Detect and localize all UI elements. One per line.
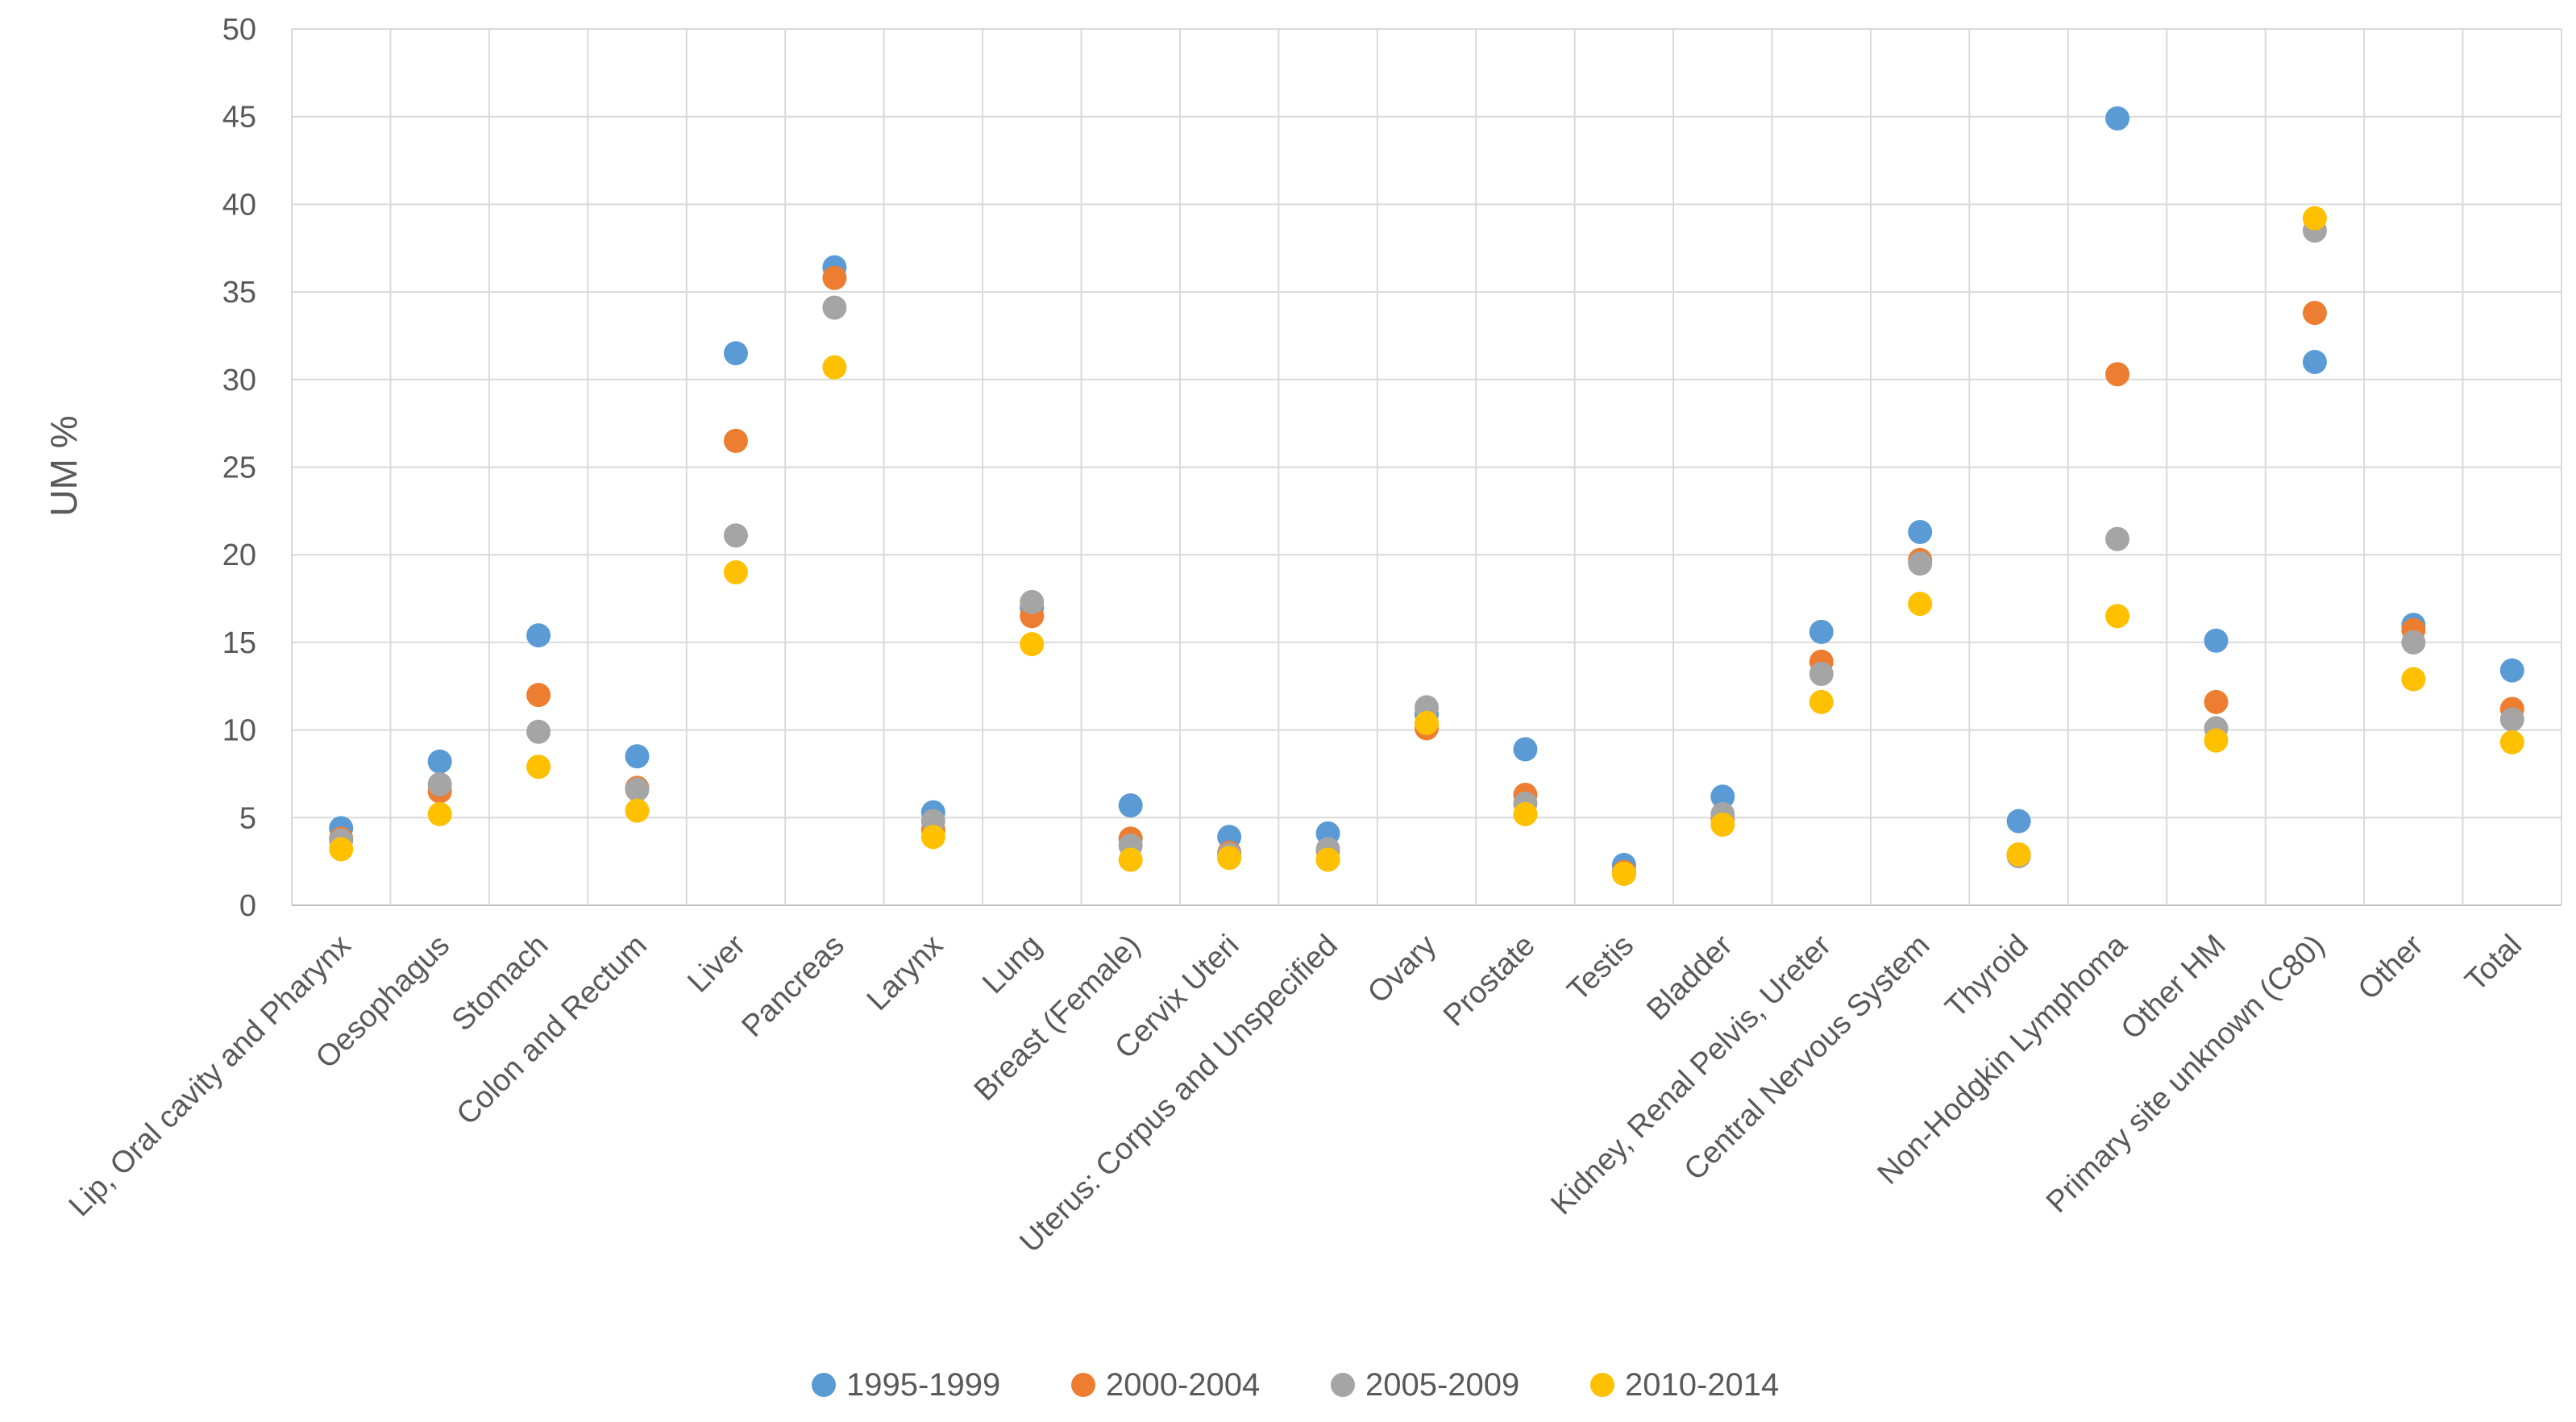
- y-tick-label: 40: [222, 188, 256, 222]
- legend: 1995-1999 2000-2004 2005-2009 2010-2014: [812, 1367, 1779, 1403]
- data-point: [2105, 362, 2130, 387]
- data-point: [723, 559, 748, 584]
- data-point: [427, 771, 452, 796]
- data-point: [2204, 728, 2229, 753]
- x-tick-label: Other: [2352, 928, 2430, 1006]
- data-point: [920, 825, 945, 850]
- data-point: [329, 837, 354, 862]
- data-point: [526, 719, 551, 744]
- data-point: [1809, 619, 1834, 644]
- y-tick-label: 10: [222, 714, 256, 748]
- data-point: [822, 295, 847, 320]
- data-point: [1415, 710, 1439, 735]
- data-point: [2105, 106, 2130, 131]
- data-point: [2499, 658, 2524, 683]
- legend-marker: [1071, 1373, 1095, 1397]
- series-2005-2009: [329, 218, 2524, 886]
- x-tick-label: Pancreas: [736, 929, 851, 1044]
- x-tick-label: Prostate: [1437, 929, 1542, 1033]
- x-tick-label: Breast (Female): [968, 929, 1147, 1108]
- y-tick-label: 50: [222, 13, 256, 47]
- data-point: [2204, 689, 2229, 714]
- data-point: [723, 428, 748, 453]
- legend-label: 2010-2014: [1625, 1367, 1779, 1403]
- legend-marker: [812, 1373, 836, 1397]
- data-point: [526, 755, 551, 780]
- data-point: [1908, 592, 1933, 617]
- data-point: [2105, 604, 2130, 629]
- x-tick-label: Lip, Oral cavity and Pharynx: [63, 929, 358, 1224]
- data-point: [427, 749, 452, 774]
- data-point: [1908, 551, 1933, 576]
- data-point: [526, 683, 551, 708]
- x-tick-label: Lung: [976, 929, 1048, 1000]
- x-tick-label: Ovary: [1361, 929, 1443, 1010]
- y-tick-label: 35: [222, 276, 256, 310]
- data-point: [1118, 847, 1143, 872]
- x-tick-label: Testis: [1561, 929, 1640, 1008]
- y-axis-label: UM %: [43, 415, 85, 516]
- y-tick-label: 15: [222, 626, 256, 660]
- data-point: [1710, 784, 1735, 809]
- grid-lines: [291, 28, 2562, 906]
- series-2000-2004: [329, 265, 2524, 884]
- data-point: [1020, 589, 1045, 614]
- data-point: [2302, 350, 2327, 375]
- legend-label: 1995-1999: [846, 1367, 1000, 1403]
- legend-marker: [1590, 1373, 1614, 1397]
- legend-label: 2005-2009: [1365, 1367, 1519, 1403]
- x-tick-label: Total: [2459, 929, 2528, 998]
- data-point: [526, 623, 551, 648]
- data-points: [329, 106, 2524, 886]
- data-point: [1513, 801, 1538, 826]
- y-tick-label: 5: [239, 801, 256, 835]
- data-point: [2204, 628, 2229, 653]
- data-point: [1118, 793, 1143, 818]
- data-point: [625, 777, 650, 802]
- data-point: [427, 801, 452, 826]
- data-point: [2302, 206, 2327, 231]
- x-axis-tick-labels: Lip, Oral cavity and PharynxOesophagusSt…: [63, 928, 2528, 1259]
- y-tick-label: 45: [222, 101, 256, 135]
- data-point: [625, 744, 650, 769]
- data-point: [723, 341, 748, 366]
- data-point: [2401, 667, 2426, 692]
- data-point: [2401, 630, 2426, 655]
- y-tick-label: 0: [239, 889, 256, 923]
- y-axis-ticks: 0 5 10 15 20 25 30 35 40 45 50: [222, 13, 256, 923]
- y-tick-label: 25: [222, 451, 256, 485]
- data-point: [1020, 632, 1045, 657]
- data-point: [1809, 689, 1834, 714]
- data-point: [2302, 301, 2327, 326]
- series-1995-1999: [329, 106, 2524, 877]
- data-point: [2006, 842, 2031, 867]
- x-tick-label: Thyroid: [1939, 929, 2035, 1025]
- data-point: [822, 265, 847, 290]
- x-tick-label: Bladder: [1640, 928, 1739, 1027]
- x-tick-label: Colon and Rectum: [451, 929, 654, 1132]
- data-point: [1513, 737, 1538, 762]
- data-point: [2499, 707, 2524, 732]
- data-point: [723, 523, 748, 548]
- y-tick-label: 30: [222, 364, 256, 397]
- data-point: [1315, 847, 1340, 872]
- data-point: [1217, 846, 1242, 871]
- x-tick-label: Larynx: [861, 929, 949, 1017]
- data-point: [1611, 861, 1636, 886]
- data-point: [625, 798, 650, 823]
- data-point: [2499, 730, 2524, 755]
- data-point: [822, 355, 847, 380]
- legend-marker: [1331, 1373, 1355, 1397]
- x-tick-label: Liver: [681, 928, 752, 999]
- data-point: [1710, 812, 1735, 837]
- legend-label: 2000-2004: [1106, 1367, 1260, 1403]
- data-point: [1908, 519, 1933, 544]
- series-2010-2014: [329, 206, 2524, 886]
- data-point: [2006, 809, 2031, 834]
- data-point: [1809, 662, 1834, 687]
- y-tick-label: 20: [222, 538, 256, 572]
- data-point: [2105, 526, 2130, 551]
